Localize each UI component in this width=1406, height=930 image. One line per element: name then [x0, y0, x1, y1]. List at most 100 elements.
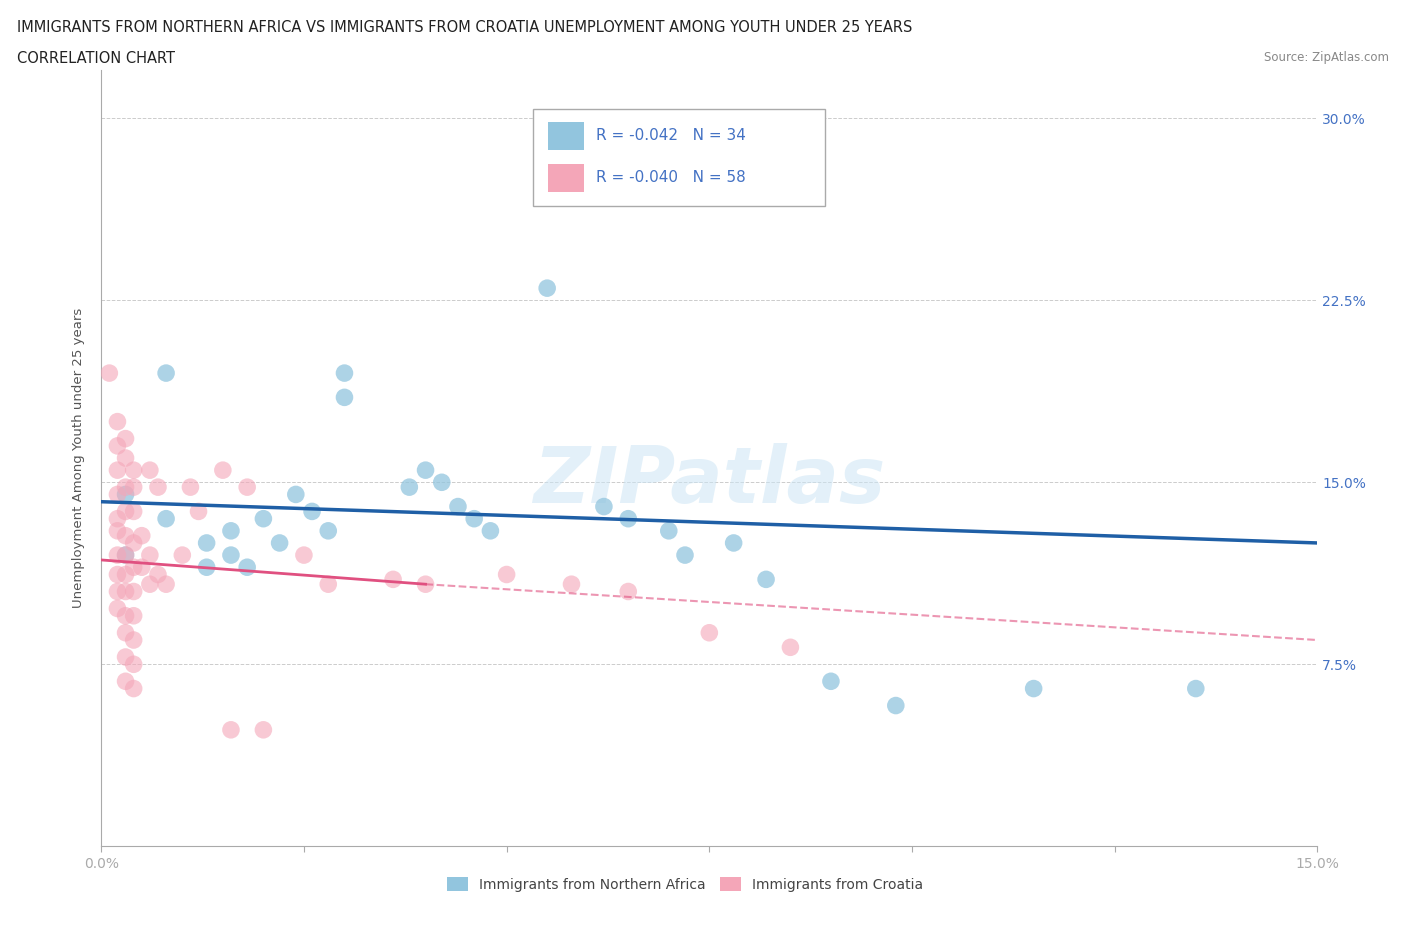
Point: [284, 487, 307, 502]
Point: [114, 432, 136, 446]
Point: [146, 480, 169, 495]
Point: [122, 681, 145, 696]
Point: [593, 499, 616, 514]
Point: [131, 528, 153, 543]
Point: [195, 560, 218, 575]
Point: [463, 512, 485, 526]
Point: [114, 674, 136, 689]
Point: [155, 577, 177, 591]
Point: [219, 548, 242, 563]
Point: [122, 463, 145, 478]
Point: [155, 512, 177, 526]
Point: [139, 463, 162, 478]
Point: [98, 365, 121, 380]
Point: [398, 480, 420, 495]
Point: [479, 524, 502, 538]
Point: [114, 451, 136, 466]
Point: [536, 281, 558, 296]
Point: [333, 390, 356, 405]
Point: [779, 640, 801, 655]
Point: [122, 504, 145, 519]
Point: [292, 548, 315, 563]
Point: [430, 475, 453, 490]
Text: R = -0.042   N = 34: R = -0.042 N = 34: [596, 128, 747, 143]
Text: R = -0.040   N = 58: R = -0.040 N = 58: [596, 170, 747, 185]
Point: [316, 577, 339, 591]
Point: [187, 504, 209, 519]
Point: [699, 625, 721, 640]
Point: [673, 548, 696, 563]
Point: [114, 548, 136, 563]
Point: [114, 528, 136, 543]
Bar: [547, 164, 583, 192]
Point: [155, 365, 177, 380]
Point: [219, 723, 242, 737]
Point: [107, 524, 129, 538]
FancyBboxPatch shape: [533, 109, 825, 206]
Point: [495, 567, 517, 582]
Point: [107, 584, 129, 599]
Point: [114, 625, 136, 640]
Point: [560, 577, 582, 591]
Text: Source: ZipAtlas.com: Source: ZipAtlas.com: [1264, 51, 1389, 64]
Y-axis label: Unemployment Among Youth under 25 years: Unemployment Among Youth under 25 years: [72, 308, 86, 608]
Point: [195, 536, 218, 551]
Text: IMMIGRANTS FROM NORTHERN AFRICA VS IMMIGRANTS FROM CROATIA UNEMPLOYMENT AMONG YO: IMMIGRANTS FROM NORTHERN AFRICA VS IMMIG…: [17, 20, 912, 35]
Point: [179, 480, 201, 495]
Point: [236, 480, 259, 495]
Point: [252, 723, 274, 737]
Point: [139, 577, 162, 591]
Point: [107, 512, 129, 526]
Point: [333, 365, 356, 380]
Point: [114, 487, 136, 502]
Point: [382, 572, 405, 587]
Point: [122, 632, 145, 647]
Point: [884, 698, 907, 713]
Point: [1185, 681, 1208, 696]
Point: [107, 567, 129, 582]
Point: [236, 560, 259, 575]
Point: [114, 649, 136, 664]
Point: [122, 536, 145, 551]
Point: [172, 548, 194, 563]
Point: [107, 463, 129, 478]
Point: [415, 577, 437, 591]
Point: [212, 463, 235, 478]
Point: [122, 608, 145, 623]
Text: ZIPatlas: ZIPatlas: [533, 444, 886, 519]
Point: [219, 524, 242, 538]
Point: [107, 414, 129, 429]
Point: [415, 463, 437, 478]
Point: [269, 536, 291, 551]
Point: [114, 608, 136, 623]
Point: [139, 548, 162, 563]
Point: [114, 567, 136, 582]
Point: [114, 480, 136, 495]
Point: [576, 183, 599, 198]
Point: [122, 560, 145, 575]
Point: [723, 536, 745, 551]
Point: [114, 584, 136, 599]
Point: [301, 504, 323, 519]
Point: [114, 548, 136, 563]
Point: [146, 567, 169, 582]
Point: [107, 438, 129, 453]
Legend: Immigrants from Northern Africa, Immigrants from Croatia: Immigrants from Northern Africa, Immigra…: [441, 871, 928, 897]
Point: [1022, 681, 1045, 696]
Point: [316, 524, 339, 538]
Point: [252, 512, 274, 526]
Point: [447, 499, 470, 514]
Point: [755, 572, 778, 587]
Point: [131, 560, 153, 575]
Point: [122, 657, 145, 671]
Point: [107, 487, 129, 502]
Point: [107, 548, 129, 563]
Text: CORRELATION CHART: CORRELATION CHART: [17, 51, 174, 66]
Point: [107, 601, 129, 616]
Point: [122, 584, 145, 599]
Point: [617, 584, 640, 599]
Point: [617, 512, 640, 526]
Point: [122, 480, 145, 495]
Point: [820, 674, 842, 689]
Point: [658, 524, 681, 538]
